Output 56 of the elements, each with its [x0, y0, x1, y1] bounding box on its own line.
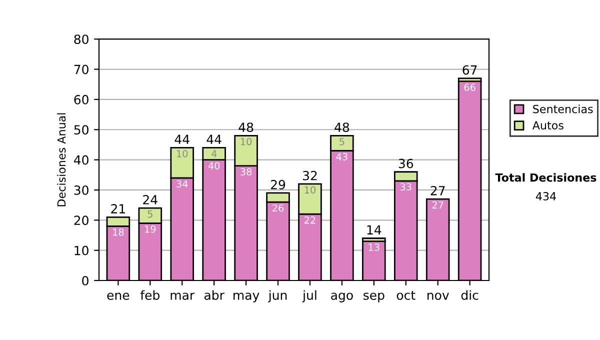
total-label: 36 [398, 158, 414, 168]
data-label: 26 [272, 204, 284, 212]
y-tick-label: 60 [74, 94, 88, 104]
x-tick-label: ago [331, 292, 353, 302]
data-label: 5 [340, 138, 344, 146]
x-tick-label: sep [364, 292, 384, 302]
total-label: 67 [462, 65, 477, 75]
x-tick-label: jun [268, 290, 287, 302]
data-label: 43 [336, 153, 348, 160]
total-label: 44 [174, 134, 190, 144]
data-label: 5 [148, 210, 152, 218]
x-tick-label: feb [140, 290, 160, 300]
text: Total Decisiones [495, 173, 596, 182]
total-label: 27 [430, 186, 445, 196]
total-label: 48 [238, 122, 254, 132]
text: 434 [536, 192, 556, 200]
data-label: 66 [464, 84, 476, 91]
total-label: 29 [270, 180, 286, 190]
data-label: 40 [208, 162, 220, 170]
y-axis-title: Decisiones Anual [57, 113, 66, 206]
total-label: 14 [367, 225, 382, 234]
y-tick-label: 20 [74, 216, 88, 226]
data-label: 19 [145, 225, 156, 233]
y-tick-label: 40 [74, 155, 88, 165]
data-label: 38 [240, 168, 252, 176]
y-tick-label: 80 [74, 34, 88, 44]
data-label: 13 [368, 244, 380, 251]
total-label: 44 [206, 134, 222, 144]
total-label: 21 [111, 204, 125, 214]
y-tick-label: 10 [74, 246, 88, 256]
data-label: 4 [211, 150, 217, 158]
data-label: 27 [432, 201, 444, 209]
x-tick-label: mar [170, 292, 195, 300]
data-label: 34 [176, 180, 188, 188]
x-tick-label: ene [107, 292, 130, 300]
y-tick-label: 30 [74, 185, 88, 195]
x-tick-label: dic [461, 290, 478, 300]
data-label: 10 [240, 138, 252, 146]
data-label: 10 [176, 150, 188, 158]
data-label: 22 [304, 216, 316, 224]
legend-label: Sentencias [533, 104, 593, 114]
legend-label: Autos [532, 121, 564, 130]
data-label: 33 [400, 183, 412, 191]
x-tick-label: jul [302, 290, 316, 302]
data-label: 18 [113, 228, 124, 236]
y-tick-label: 0 [82, 276, 88, 286]
data-label: 10 [304, 186, 316, 194]
x-tick-label: abr [204, 290, 224, 300]
total-label: 24 [143, 194, 158, 204]
total-label: 32 [302, 170, 317, 180]
x-tick-label: oct [396, 290, 416, 300]
x-tick-label: nov [428, 292, 449, 300]
x-tick-label: may [234, 292, 260, 302]
total-label: 48 [334, 122, 350, 132]
y-tick-label: 50 [74, 125, 88, 135]
y-tick-label: 70 [74, 64, 88, 74]
